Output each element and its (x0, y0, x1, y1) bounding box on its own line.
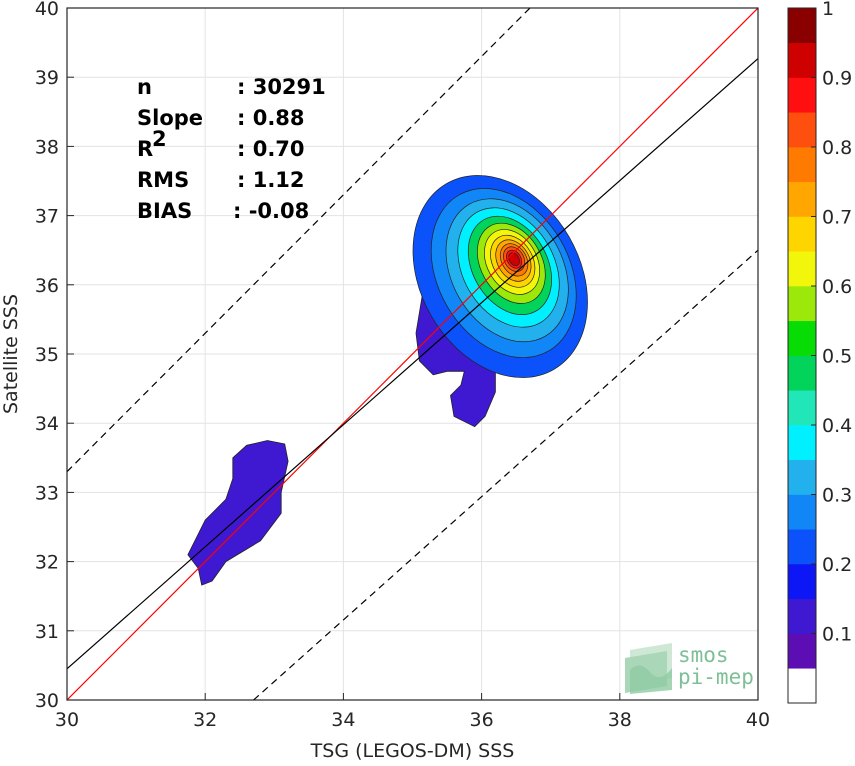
colorbar-segment (788, 251, 816, 287)
colorbar-segment (788, 425, 816, 461)
x-tick-label: 38 (608, 709, 632, 731)
colorbar-tick-label: 0.1 (822, 624, 852, 646)
y-tick-label: 40 (35, 0, 59, 20)
stat-label: n (137, 75, 152, 99)
statistics-box: n : 30291 Slope : 0.88 R2 : 0.70 RMS : 1.12 BIAS… (137, 75, 326, 223)
reference-lines (67, 8, 758, 700)
colorbar-segment (788, 564, 816, 600)
colorbar-segment (788, 216, 816, 252)
regression-line (67, 58, 758, 670)
colorbar-segment (788, 286, 816, 322)
colorbar-tick-label: 1 (822, 0, 834, 20)
density-contour-level-14 (508, 252, 520, 267)
colorbar-tick-label: 0.9 (822, 68, 852, 90)
colorbar-segment (788, 112, 816, 148)
colorbar: 0.1 0.2 0.3 0.4 0.5 0.6 0.7 0.8 0.9 1 (787, 0, 852, 704)
colorbar-segment (788, 355, 816, 391)
stat-value: : 0.70 (237, 137, 305, 161)
one-to-one-line (67, 8, 758, 700)
colorbar-segment (788, 598, 816, 634)
stat-label-superscript: 2 (152, 127, 167, 151)
colorbar-tick-label: 0.5 (822, 346, 852, 368)
logo-icon (625, 643, 672, 694)
colorbar-segment (788, 8, 816, 44)
colorbar-segment (788, 147, 816, 183)
colorbar-segment (788, 668, 816, 704)
colorbar-segment (788, 494, 816, 530)
density-contours (187, 175, 588, 586)
x-axis-label: TSG (LEGOS-DM) SSS (310, 740, 515, 762)
x-axis-ticks: 30 32 34 36 38 40 (55, 693, 770, 731)
stat-value: : 30291 (237, 75, 326, 99)
stat-label: BIAS (137, 199, 192, 223)
stat-value: : -0.08 (233, 199, 309, 223)
y-axis-ticks: 30 31 32 33 34 35 36 37 38 39 40 (35, 0, 74, 712)
x-tick-label: 30 (55, 709, 79, 731)
upper-bound-line (67, 8, 531, 473)
x-tick-label: 36 (470, 709, 494, 731)
colorbar-segment (788, 459, 816, 495)
colorbar-tick-label: 0.2 (822, 554, 852, 576)
logo-text-pimep: pi-mep (678, 665, 754, 689)
colorbar-tick-label: 0.3 (822, 485, 852, 507)
y-tick-label: 31 (35, 621, 59, 643)
colorbar-tick-label: 0.6 (822, 276, 852, 298)
smos-pimep-logo: smos pi-mep (625, 643, 754, 694)
lower-bound-line (253, 249, 758, 700)
colorbar-segment (788, 42, 816, 78)
y-tick-label: 30 (35, 690, 59, 712)
y-tick-label: 33 (35, 482, 59, 504)
y-tick-label: 37 (35, 206, 59, 228)
colorbar-segment (788, 529, 816, 565)
x-tick-label: 34 (331, 709, 355, 731)
colorbar-segment (788, 633, 816, 669)
stat-value: : 0.88 (237, 106, 305, 130)
y-tick-label: 38 (35, 136, 59, 158)
y-tick-label: 36 (35, 275, 59, 297)
stat-label: RMS (137, 168, 189, 192)
y-tick-label: 35 (35, 344, 59, 366)
stat-value: : 1.12 (237, 168, 305, 192)
y-tick-label: 32 (35, 552, 59, 574)
x-tick-label: 40 (746, 709, 770, 731)
logo-text-smos: smos (678, 643, 729, 667)
stat-label: Slope (137, 106, 203, 130)
stat-label: R (137, 137, 153, 161)
colorbar-segment (788, 181, 816, 217)
colorbar-tick-label: 0.4 (822, 415, 852, 437)
colorbar-segment (788, 77, 816, 113)
colorbar-tick-label: 0.7 (822, 207, 852, 229)
y-axis-label: Satellite SSS (0, 294, 22, 414)
x-tick-label: 32 (193, 709, 217, 731)
y-tick-label: 39 (35, 67, 59, 89)
colorbar-segment (788, 390, 816, 426)
colorbar-tick-label: 0.8 (822, 137, 852, 159)
y-tick-label: 34 (35, 413, 59, 435)
colorbar-segment (788, 320, 816, 356)
